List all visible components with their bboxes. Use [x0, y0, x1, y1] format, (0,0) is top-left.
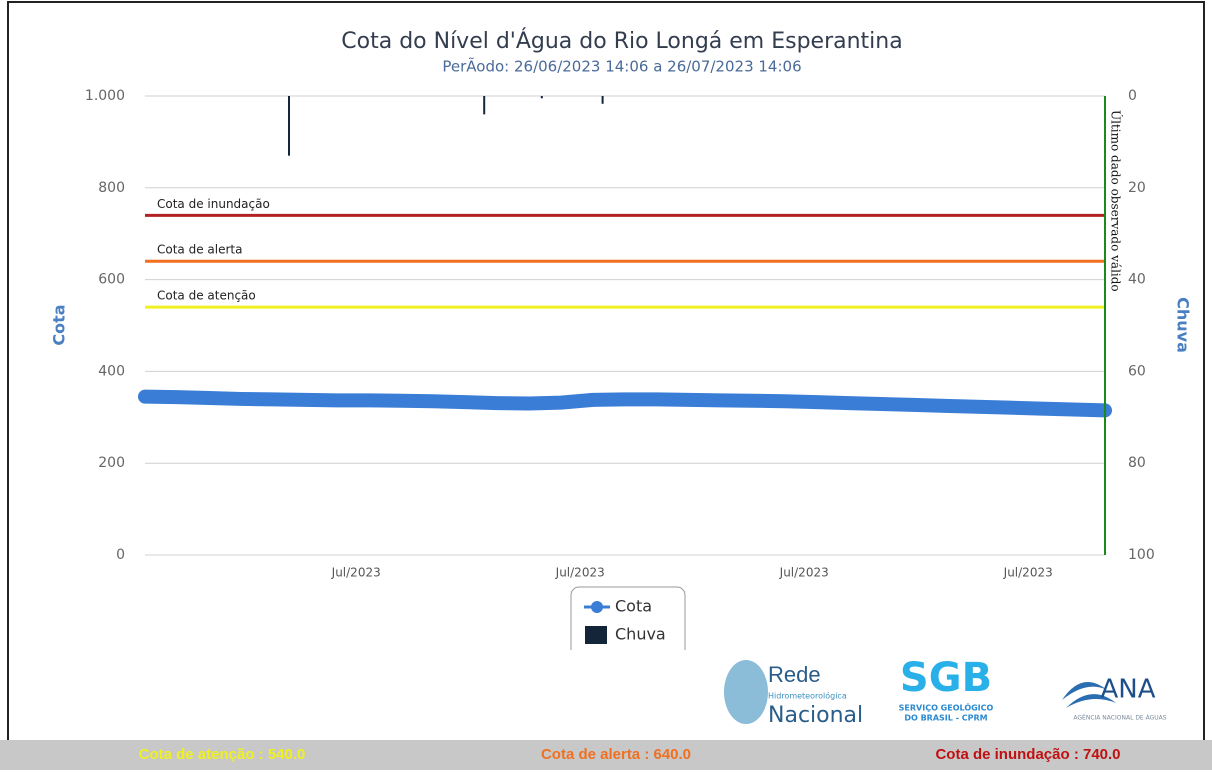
logo-text: SERVIÇO GEOLÓGICO: [899, 702, 994, 713]
y2-tick-label: 40: [1128, 272, 1146, 288]
y2-tick-label: 80: [1128, 455, 1146, 471]
x-tick-label: Jul/2023: [555, 566, 605, 580]
y-axis-title: Cota: [50, 304, 69, 345]
chart-title: Cota do Nível d'Água do Rio Longá em Esp…: [341, 28, 902, 54]
logo-sgb: SGB SERVIÇO GEOLÓGICO DO BRASIL - CPRM: [899, 655, 994, 723]
logo-text: SGB: [900, 655, 992, 701]
y2-tick-label: 100: [1128, 547, 1155, 563]
y-tick-label: 1.000: [85, 88, 125, 104]
legend-label: Chuva: [615, 625, 666, 644]
logo-text: Nacional: [768, 703, 863, 728]
y-tick-label: 0: [116, 547, 125, 563]
logo-ana: ANA AGÊNCIA NACIONAL DE ÁGUAS: [1062, 675, 1167, 722]
logo-text: Hidrometeorológica: [768, 691, 847, 701]
logo-text: ANA: [1100, 675, 1155, 705]
bar: [540, 96, 543, 99]
logo-text: AGÊNCIA NACIONAL DE ÁGUAS: [1073, 714, 1166, 722]
footer-label: Cota de inundação : 740.0: [935, 746, 1120, 763]
bar: [288, 96, 290, 156]
legend-swatch: [585, 626, 607, 644]
bar: [601, 96, 604, 104]
x-tick-label: Jul/2023: [1003, 566, 1053, 580]
y2-tick-label: 60: [1128, 363, 1146, 379]
y2-axis-title: Chuva: [1174, 297, 1193, 353]
y2-tick-label: 0: [1128, 88, 1137, 104]
bar: [483, 96, 486, 115]
logo-icon: [724, 660, 768, 724]
y2-tick-label: 20: [1128, 180, 1146, 196]
logo-text: Rede: [768, 662, 821, 687]
x-tick-label: Jul/2023: [779, 566, 829, 580]
threshold-label: Cota de atenção: [157, 289, 256, 303]
footer-label: Cota de atenção : 540.0: [139, 746, 306, 763]
line: [138, 389, 1112, 418]
logo-icon: [1062, 682, 1116, 708]
footer-bar: [0, 740, 1212, 770]
logo-rede: Rede Hidrometeorológica Nacional: [724, 660, 863, 728]
threshold-label: Cota de alerta: [157, 243, 242, 257]
y-tick-label: 400: [98, 363, 125, 379]
threshold-label: Cota de inundação: [157, 197, 270, 211]
legend-swatch: [591, 601, 603, 613]
last-data-label: Último dado observado válido: [1109, 110, 1125, 292]
footer-label: Cota de alerta : 640.0: [541, 746, 691, 763]
y-tick-label: 800: [98, 180, 125, 196]
legend: Cota Chuva: [570, 586, 686, 650]
y-tick-label: 200: [98, 455, 125, 471]
y-tick-label: 600: [98, 272, 125, 288]
chart-subtitle: PerÃodo: 26/06/2023 14:06 a 26/07/2023 1…: [442, 57, 801, 76]
x-tick-label: Jul/2023: [331, 566, 381, 580]
logo-text: DO BRASIL - CPRM: [904, 714, 987, 723]
legend-label: Cota: [615, 597, 652, 616]
